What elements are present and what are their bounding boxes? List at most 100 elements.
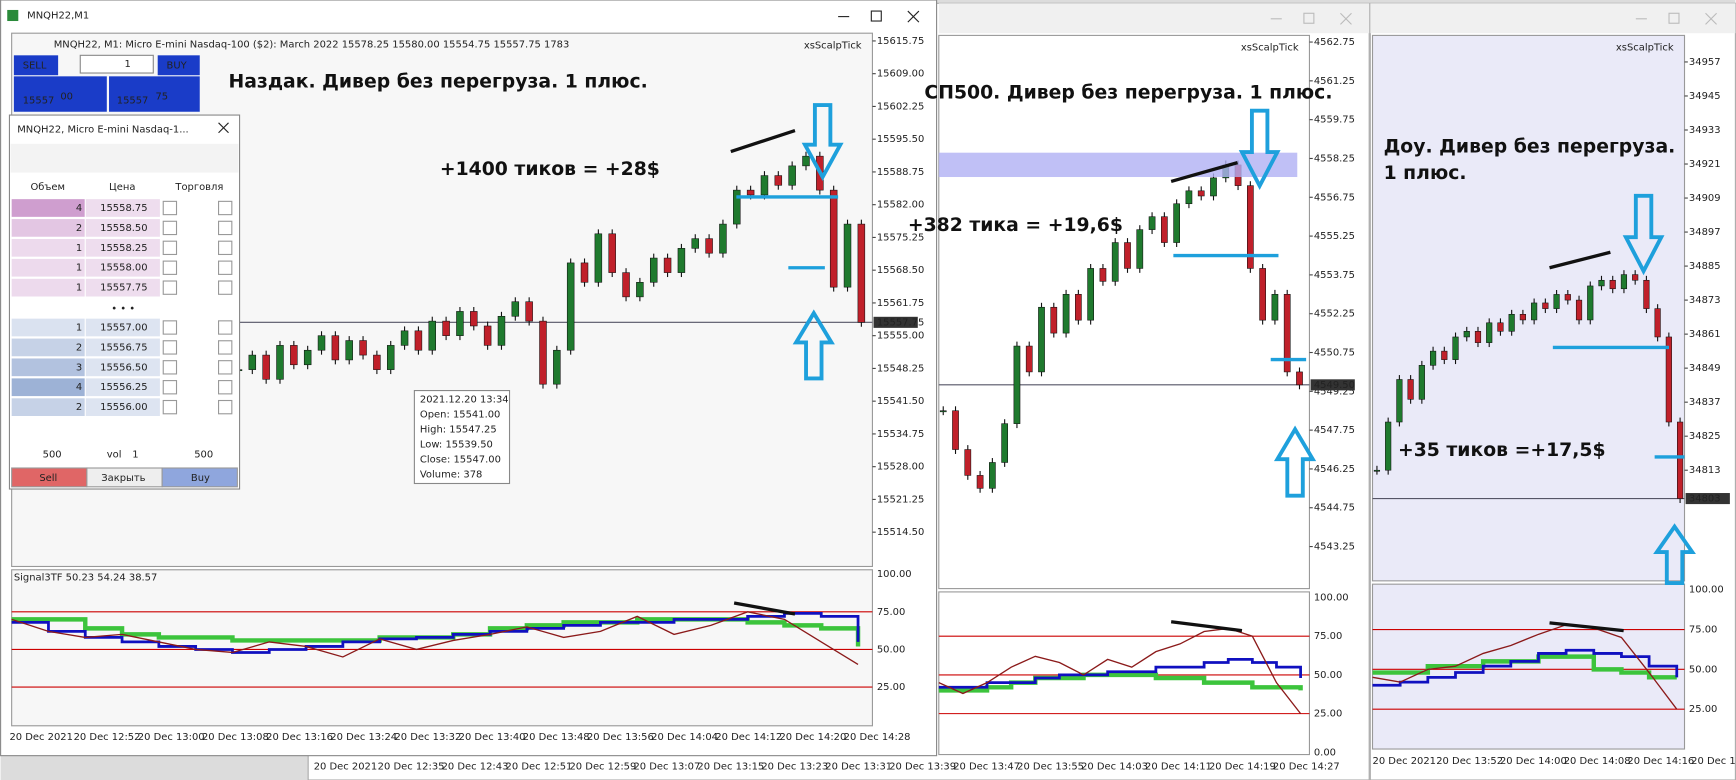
candle [989,462,996,489]
depth-volume: 4 [76,382,82,393]
time-tick-label: 20 Dec 13:23 [761,762,828,773]
trade-cell[interactable] [218,200,233,216]
trade-cell[interactable] [218,399,233,415]
tooltip-line: Close: 15547.00 [420,455,501,466]
result: +382 тика = +19,6$ [908,215,1123,236]
trade-cell[interactable] [162,380,178,395]
depth-button[interactable] [161,467,238,488]
candle [1452,336,1459,360]
close-icon [1705,12,1717,25]
depth-header: Цена [109,182,135,193]
candle [1463,331,1470,338]
window-2-titlebar [938,3,1370,34]
depth-price-cell [85,258,160,277]
oscillator-line [1372,624,1678,710]
tooltip-line: 2021.12.20 13:34 [420,394,509,405]
candle [1677,421,1684,499]
time-tick-label: 20 Dec 13:07 [633,762,700,773]
time-tick-label: 20 Dec 13:39 [889,762,956,773]
sell-button[interactable] [13,55,59,76]
price-tick-label: 4561.25 [1314,76,1355,87]
time-tick-label: 20 Dec 13:24 [330,732,397,743]
candle [1542,302,1549,309]
candle [373,354,381,370]
depth-header: Объем [30,182,65,193]
candle [1075,294,1082,321]
app-icon [7,9,19,22]
buy-button[interactable] [157,55,200,76]
trade-cell[interactable] [162,200,178,216]
time-tick-label: 20 Dec 14:27 [1273,762,1340,773]
trade-cell[interactable] [218,340,233,355]
price-tick-label: 15514.50 [877,527,924,538]
time-tick-label: 20 Dec 14:00 [1500,756,1567,767]
candle [746,189,755,196]
trade-cell[interactable] [162,280,178,295]
result: +35 тиков =+17,5$ [1398,440,1606,461]
price-tick-label: 34897 [1689,227,1721,238]
trade-cell[interactable] [218,360,233,375]
price-tick-label: 15615.75 [877,36,924,47]
tooltip [413,390,511,485]
trade-cell[interactable] [218,220,233,236]
time-tick-label: 20 Dec 13:31 [825,762,892,773]
trade-cell[interactable] [162,399,178,415]
trade-cell[interactable] [218,240,233,256]
candle [290,345,298,366]
depth-price: 15556.50 [100,362,147,373]
candle [719,223,727,254]
candle [1564,294,1571,301]
ask-box[interactable] [109,76,200,112]
price-tick-label: 4559.75 [1314,115,1355,126]
depth-price-cell [85,358,160,377]
trade-cell[interactable] [218,280,233,295]
price-tick-label: 34813 [1689,465,1721,476]
candle [1173,203,1180,243]
candle [788,165,796,186]
trade-cell[interactable] [162,220,178,236]
candle [442,320,450,336]
trade-cell[interactable] [162,240,178,256]
trade-cell[interactable] [218,380,233,395]
time-tick-label: 20 Dec 12:52 [74,732,141,743]
ask-big: 15557 [117,96,149,107]
time-tick-label: 20 Dec 12:43 [442,762,509,773]
trade-cell[interactable] [162,340,178,355]
time-tick-label: 20 Dec 13:08 [202,732,269,743]
trade-cell[interactable] [218,260,233,275]
candle [1508,314,1515,332]
candle [843,223,852,288]
current-price-label: 15557.75 [877,317,924,328]
trade-cell[interactable] [162,360,178,375]
depth-price: 15558.00 [100,263,147,274]
price-tick-label: 4550.75 [1314,348,1355,359]
depth-price-cell [85,238,160,257]
price-tick-label: 4549.25 [1314,386,1355,397]
divergence-line [733,601,796,616]
price-tick-label: 15541.50 [877,396,924,407]
time-tick-label: 20 Dec 13:52 [1436,756,1503,767]
osc-tick-label: 50.00 [877,644,905,655]
trade-cell[interactable] [162,260,178,275]
candle [594,233,603,283]
time-tick-label: 20 Dec 14:24 [1691,756,1736,767]
depth-row [11,238,85,257]
depth-close[interactable] [218,122,229,134]
candle [1099,268,1107,282]
trade-cell[interactable] [162,320,178,335]
candle [359,340,367,356]
depth-row [11,258,85,277]
bid-box[interactable] [13,76,107,112]
depth-price-cell [85,378,160,397]
trade-cell[interactable] [218,320,233,335]
candle [622,272,630,298]
candle [1210,177,1217,197]
candle [1497,322,1504,332]
candle [1373,469,1381,472]
candle [1013,345,1021,424]
plot-area [938,34,1311,590]
osc-tick-label: 100.00 [1314,592,1349,603]
price-tick-label: 4544.75 [1314,503,1355,514]
price-tick-label: 4556.75 [1314,192,1355,203]
depth-button-label: Закрыть [101,473,145,484]
